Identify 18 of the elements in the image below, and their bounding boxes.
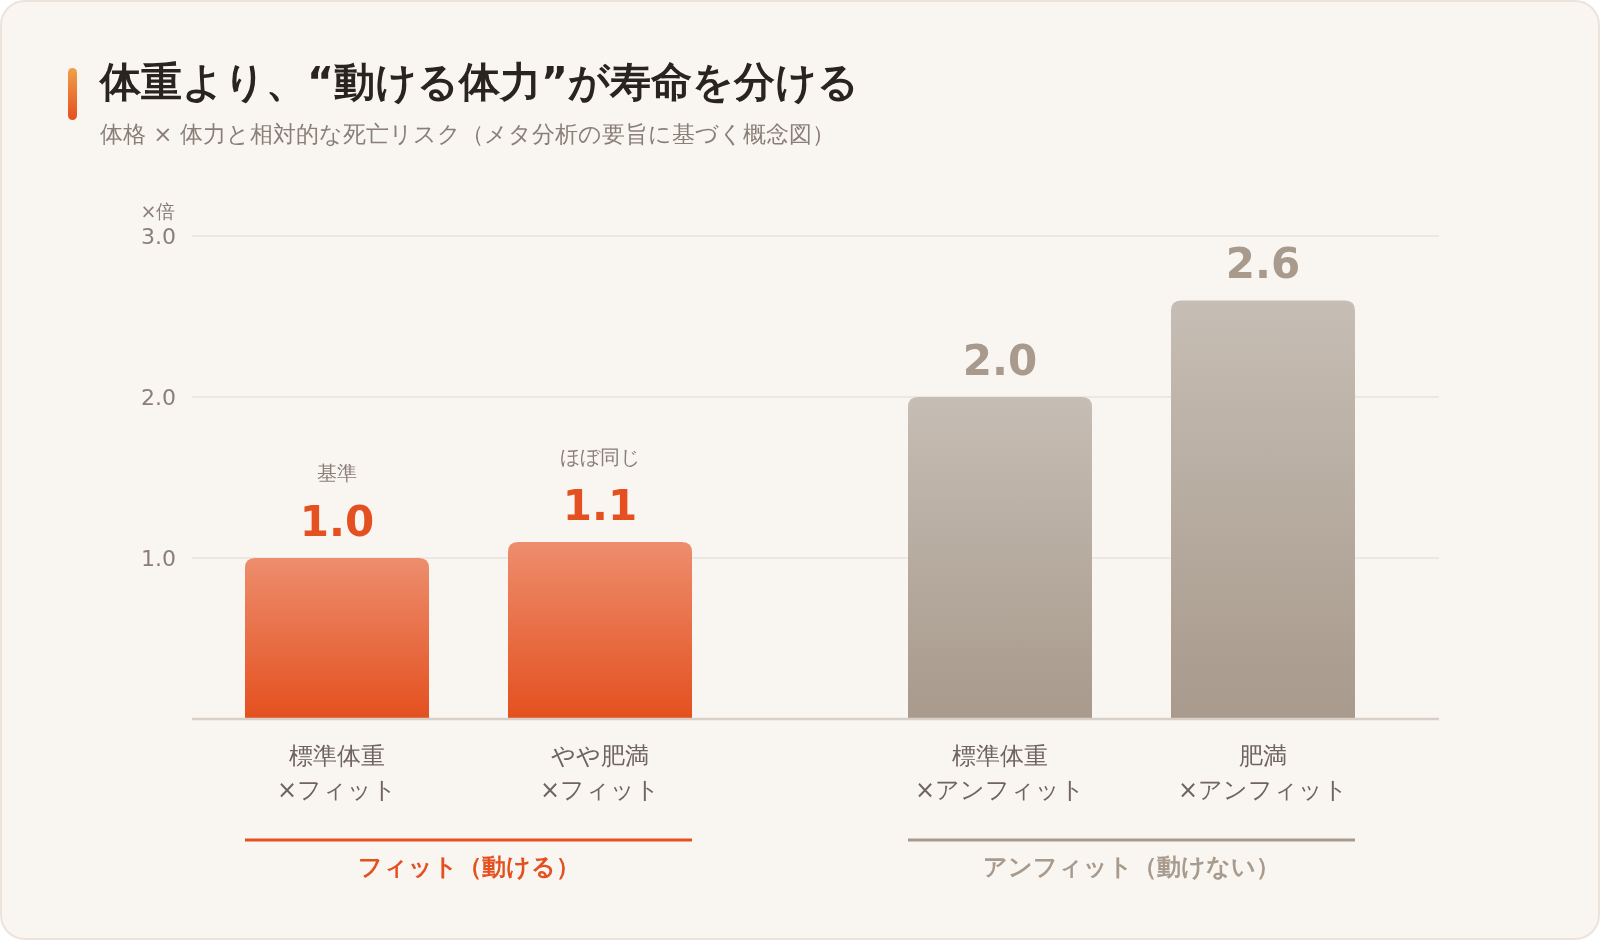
y-tick-label: 3.0 xyxy=(141,224,176,249)
x-tick-label: 標準体重 ×アンフィット xyxy=(914,742,1086,804)
data-label: 2.0 xyxy=(962,336,1038,385)
x-tick-label: やや肥満 ×フィット xyxy=(539,742,661,804)
y-tick-label: 1.0 xyxy=(141,546,176,571)
annotation: ほぼ同じ xyxy=(560,444,640,469)
data-label: 2.6 xyxy=(1225,239,1301,289)
data-label: 1.1 xyxy=(562,480,638,530)
x-tick-label: 標準体重 ×フィット xyxy=(276,742,398,804)
y-axis-title: ×倍 xyxy=(140,200,176,222)
text: フィット（動ける） xyxy=(357,853,580,881)
text: アンフィット（動けない） xyxy=(983,853,1280,881)
x-tick-label: 肥満 ×アンフィット xyxy=(1177,742,1349,804)
chart-subtitle: 体格 × 体力と相対的な死亡リスク（メタ分析の要旨に基づく概念図） xyxy=(100,121,835,147)
data-label: 1.0 xyxy=(299,497,375,546)
chart-title: 体重より、“動ける体力”が寿命を分ける xyxy=(98,58,859,106)
annotation: 基準 xyxy=(317,461,357,485)
y-tick-label: 2.0 xyxy=(141,385,176,410)
